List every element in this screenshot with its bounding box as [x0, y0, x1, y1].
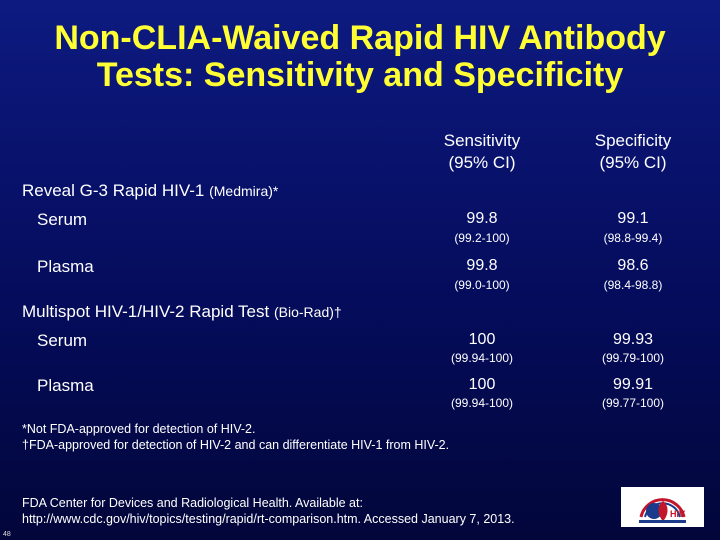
- specificity-header-line1: Specificity: [594, 131, 672, 150]
- sample-label: Serum: [37, 331, 88, 350]
- specificity-ci: (98.4-98.8): [603, 278, 663, 292]
- sensitivity-value: 99.8: [466, 257, 498, 274]
- specificity-header: Specificity (95% CI): [553, 130, 713, 174]
- sample-label: Serum: [37, 210, 88, 229]
- specificity-ci: (99.77-100): [601, 396, 665, 410]
- footnote-1: *Not FDA-approved for detection of HIV-2…: [22, 422, 256, 436]
- sensitivity-header: Sensitivity (95% CI): [402, 130, 562, 174]
- sample-label: Plasma: [37, 257, 94, 276]
- source-citation: FDA Center for Devices and Radiological …: [22, 495, 515, 527]
- product-name: Reveal G-3 Rapid HIV-1: [22, 181, 205, 200]
- sensitivity-header-line2: (95% CI): [448, 153, 516, 172]
- sensitivity-header-line1: Sensitivity: [443, 131, 521, 150]
- source-url: http://www.cdc.gov/hiv/topics/testing/ra…: [22, 512, 515, 526]
- specificity-ci: (99.79-100): [601, 351, 665, 365]
- source-line1: FDA Center for Devices and Radiological …: [22, 496, 363, 510]
- specificity-ci: (98.8-99.4): [603, 231, 663, 245]
- sensitivity-ci: (99.0-100): [454, 278, 510, 292]
- slide-title: Non-CLIA-Waived Rapid HIV Antibody Tests…: [0, 20, 720, 94]
- slide-title-line1: Non-CLIA-Waived Rapid HIV Antibody: [54, 19, 666, 57]
- page-number: 48: [3, 531, 11, 538]
- specificity-value: 99.91: [612, 376, 654, 393]
- product-name: Multispot HIV-1/HIV-2 Rapid Test: [22, 302, 270, 321]
- product-heading-reveal: Reveal G-3 Rapid HIV-1 (Medmira)*: [22, 181, 278, 201]
- footnote-2: †FDA-approved for detection of HIV-2 and…: [22, 438, 450, 452]
- footnotes: *Not FDA-approved for detection of HIV-2…: [22, 421, 449, 453]
- product-maker: (Medmira)*: [209, 183, 279, 199]
- sensitivity-value: 100: [468, 376, 496, 393]
- sample-label: Plasma: [37, 376, 94, 395]
- specificity-value: 99.1: [617, 210, 649, 227]
- product-maker: (Bio-Rad)†: [273, 304, 342, 320]
- specificity-header-line2: (95% CI): [599, 153, 667, 172]
- specificity-value: 98.6: [617, 257, 649, 274]
- sensitivity-value: 99.8: [466, 210, 498, 227]
- sensitivity-ci: (99.94-100): [450, 396, 514, 410]
- hiv-program-logo-icon: HIV: [621, 487, 704, 527]
- product-heading-multispot: Multispot HIV-1/HIV-2 Rapid Test (Bio-Ra…: [22, 302, 342, 322]
- sensitivity-ci: (99.2-100): [454, 231, 510, 245]
- sensitivity-ci: (99.94-100): [450, 351, 514, 365]
- slide-title-line2: Tests: Sensitivity and Specificity: [96, 56, 624, 94]
- specificity-value: 99.93: [612, 331, 654, 348]
- logo-text: HIV: [670, 509, 685, 519]
- sensitivity-value: 100: [468, 331, 496, 348]
